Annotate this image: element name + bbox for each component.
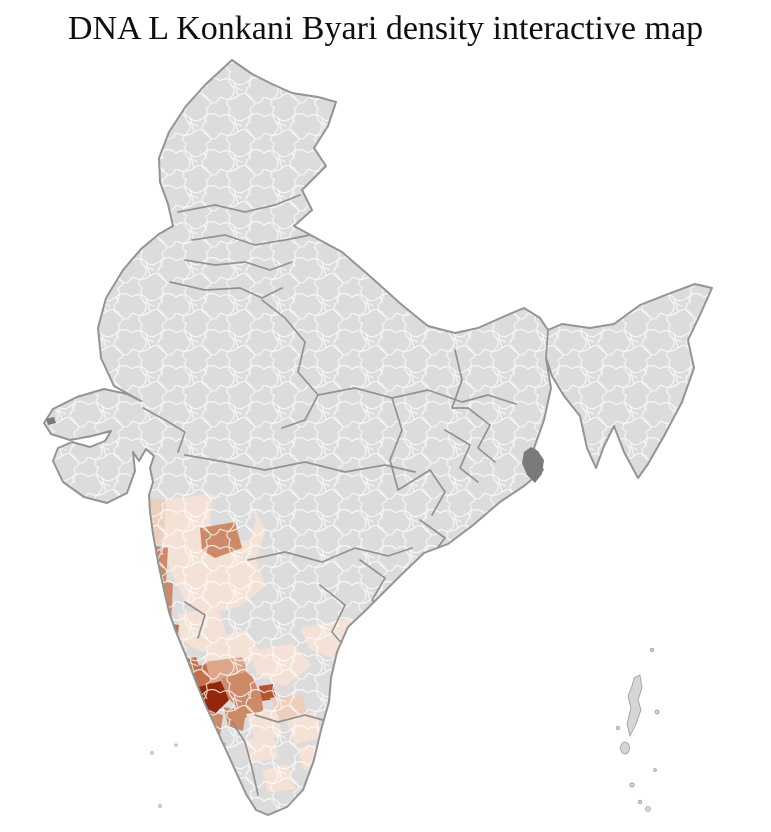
lakshadweep-islands (150, 743, 178, 808)
andaman-nicobar-islands[interactable] (616, 648, 660, 812)
sundarbans-delta (522, 447, 544, 483)
kutch-islet (46, 417, 56, 425)
page-title: DNA L Konkani Byari density interactive … (67, 10, 704, 47)
district-goa-pale[interactable] (162, 648, 181, 665)
district-low-density[interactable] (345, 654, 382, 679)
district-low-density[interactable] (355, 614, 422, 656)
